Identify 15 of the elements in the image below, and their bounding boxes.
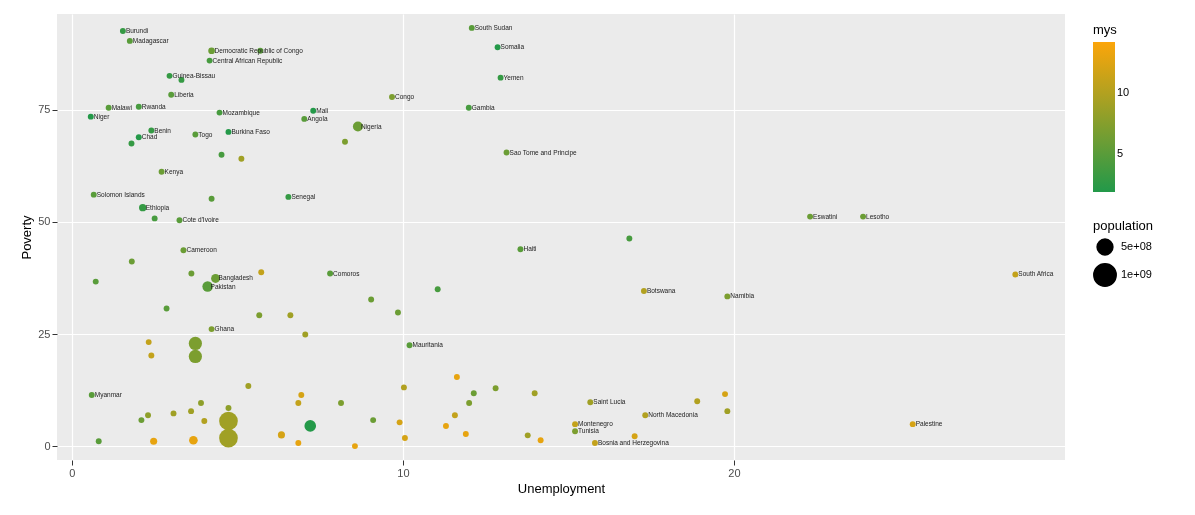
x-tick-label: 0 bbox=[69, 466, 76, 479]
legend-label: 5e+08 bbox=[1121, 240, 1152, 252]
color-bar-label: 5 bbox=[1117, 147, 1124, 160]
y-tick-label: 50 bbox=[38, 215, 51, 228]
x-axis-title: Unemployment bbox=[517, 480, 606, 496]
color-bar-label: 10 bbox=[1117, 86, 1130, 99]
y-tick-label: 0 bbox=[44, 439, 51, 452]
x-tick-label: 20 bbox=[728, 466, 741, 479]
color-bar-title: mys bbox=[1093, 22, 1118, 37]
y-axis-title: Poverty bbox=[19, 214, 35, 260]
legend-title: population bbox=[1093, 218, 1153, 233]
y-tick-label: 75 bbox=[38, 103, 51, 116]
y-tick-label: 25 bbox=[38, 327, 51, 340]
legend-label: 1e+09 bbox=[1121, 268, 1152, 280]
x-tick-label: 10 bbox=[397, 466, 410, 479]
